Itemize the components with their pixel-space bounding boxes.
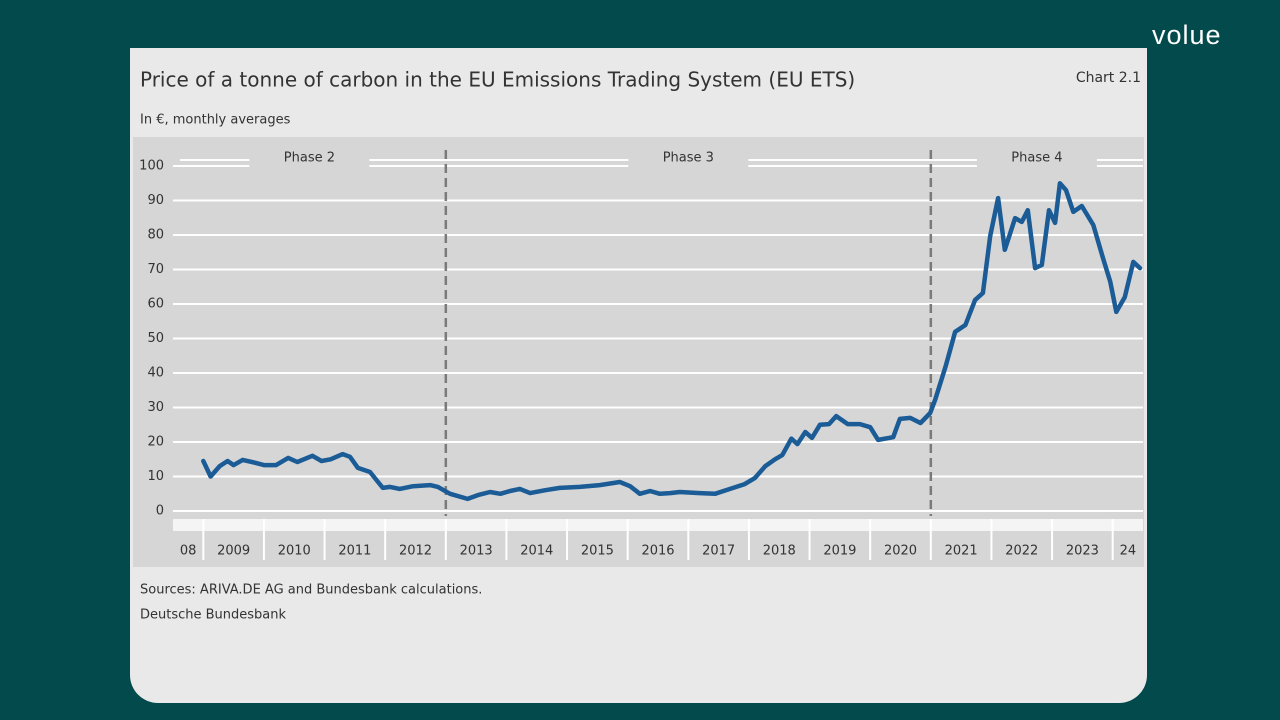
x-tick-label: 24 (1120, 544, 1137, 559)
y-tick-label: 40 (147, 366, 164, 381)
y-tick-label: 80 (147, 228, 164, 243)
x-tick-label: 2023 (1066, 544, 1099, 559)
phase-label-bg (249, 150, 370, 168)
phase-label-bg (628, 150, 749, 168)
x-tick-label: 2022 (1005, 544, 1038, 559)
y-tick-label: 90 (147, 193, 164, 208)
x-tick-label: 2020 (884, 544, 917, 559)
y-tick-label: 10 (147, 469, 164, 484)
x-tick-label: 2010 (278, 544, 311, 559)
x-tick-label: 2013 (460, 544, 493, 559)
chart-title: Price of a tonne of carbon in the EU Emi… (140, 68, 855, 92)
y-tick-label: 50 (147, 331, 164, 346)
price-line (201, 181, 1143, 502)
x-tick-label: 2021 (945, 544, 978, 559)
y-tick-label: 30 (147, 400, 164, 415)
y-tick-label: 0 (156, 504, 164, 519)
x-axis-band (173, 519, 1143, 531)
x-tick-label: 2014 (520, 544, 553, 559)
subtitle: In €, monthly averages (140, 113, 291, 128)
x-tick-label: 08 (180, 544, 197, 559)
x-tick-label: 2015 (581, 544, 614, 559)
y-tick-label: 100 (139, 159, 164, 174)
x-tick-label: 2012 (399, 544, 432, 559)
x-tick-label: 2009 (217, 544, 250, 559)
phase-label: Phase 2 (284, 151, 335, 166)
phase-label: Phase 4 (1011, 151, 1062, 166)
chart-number: Chart 2.1 (1076, 70, 1141, 86)
publisher: Deutsche Bundesbank (140, 608, 287, 623)
logo: volue (1152, 20, 1222, 50)
x-tick-label: 2019 (823, 544, 856, 559)
x-tick-label: 2016 (641, 544, 674, 559)
y-tick-label: 20 (147, 435, 164, 450)
x-tick-label: 2018 (763, 544, 796, 559)
phase-label-bg (976, 150, 1097, 168)
y-tick-label: 70 (147, 262, 164, 277)
x-tick-label: 2011 (338, 544, 371, 559)
source: Sources: ARIVA.DE AG and Bundesbank calc… (140, 583, 482, 598)
phase-label: Phase 3 (663, 151, 714, 166)
y-tick-label: 60 (147, 297, 164, 312)
x-tick-label: 2017 (702, 544, 735, 559)
